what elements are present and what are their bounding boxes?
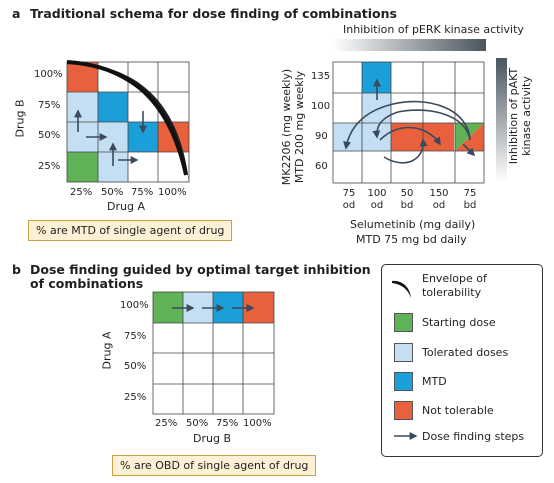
right-x-tick: 100 od xyxy=(367,188,387,211)
legend: Envelope of tolerability Starting dose To… xyxy=(381,264,543,457)
b-y-tick: 50% xyxy=(124,361,147,372)
right-y-axis-label: MK2206 (mg weekly) MTD 200 mg weekly xyxy=(280,68,306,186)
pakt-colorbar-label: Inhibition of pAKT kinase activity xyxy=(507,67,533,165)
legend-graphics xyxy=(392,280,418,440)
panel-a-letter: a xyxy=(12,6,21,21)
legend-mtd-swatch xyxy=(394,372,413,391)
right-x-tick: 75 bd xyxy=(463,188,477,211)
dose-finding-arrows-right xyxy=(343,78,476,164)
right-x-axis-label-line2: MTD 75 mg bd daily xyxy=(356,233,467,246)
right-x-tick: 75 od xyxy=(342,188,356,211)
b-y-tick: 25% xyxy=(124,392,147,403)
cell-mtd xyxy=(98,92,128,122)
panel-b-letter: b xyxy=(12,262,21,277)
b-x-tick: 100% xyxy=(243,418,272,429)
left-x-tick: 75% xyxy=(131,187,154,198)
right-x-axis-label-line1: Selumetinib (mg daily) xyxy=(350,218,476,231)
left-y-tick: 25% xyxy=(38,161,61,172)
legend-tolerated-label: Tolerated doses xyxy=(422,346,509,359)
dose-finding-arrows xyxy=(74,109,147,166)
right-y-tick: 90 xyxy=(315,131,328,142)
cell-starting xyxy=(67,152,98,182)
left-y-tick: 100% xyxy=(34,69,63,80)
b-x-tick: 50% xyxy=(186,418,209,429)
left-x-axis-label: Drug A xyxy=(107,200,145,213)
legend-starting-label: Starting dose xyxy=(422,316,496,329)
legend-steps-label: Dose finding steps xyxy=(422,430,525,443)
legend-not-tolerable-label: Not tolerable xyxy=(422,404,494,417)
cell-tolerated xyxy=(67,92,98,122)
panel-b-title-line1: Dose finding guided by optimal target in… xyxy=(30,262,371,277)
legend-tolerated-swatch xyxy=(394,343,413,362)
left-grid-note: % are MTD of single agent of drug xyxy=(28,220,233,241)
left-y-tick: 50% xyxy=(38,130,61,141)
b-grid xyxy=(152,291,275,415)
left-x-tick: 100% xyxy=(158,187,187,198)
perk-colorbar xyxy=(332,39,486,51)
right-y-tick: 135 xyxy=(311,71,331,82)
left-y-axis-label: Drug B xyxy=(13,99,27,138)
pakt-colorbar xyxy=(496,58,507,182)
perk-colorbar-label: Inhibition of pERK kinase activity xyxy=(343,23,524,36)
panel-b-title-line2: of combinations xyxy=(30,276,144,291)
b-x-tick: 25% xyxy=(155,418,178,429)
left-grid xyxy=(66,60,190,183)
right-y-tick: 100 xyxy=(311,101,331,112)
panel-a-title: Traditional schema for dose finding of c… xyxy=(30,6,397,21)
b-x-tick: 75% xyxy=(216,418,239,429)
left-x-tick: 50% xyxy=(101,187,124,198)
right-x-tick: 50 bd xyxy=(400,188,414,211)
b-y-tick: 75% xyxy=(124,331,147,342)
legend-not-tolerable-swatch xyxy=(394,401,413,420)
right-x-tick: 150 od xyxy=(429,188,449,211)
legend-mtd-label: MTD xyxy=(422,375,447,388)
b-grid-note: % are OBD of single agent of drug xyxy=(112,455,317,476)
left-y-tick: 75% xyxy=(38,100,61,111)
legend-starting-swatch xyxy=(394,313,413,332)
right-grid xyxy=(332,39,507,184)
b-y-axis-label: Drug A xyxy=(100,331,114,370)
b-x-axis-label: Drug B xyxy=(193,432,231,445)
left-x-tick: 25% xyxy=(70,187,93,198)
b-y-tick: 100% xyxy=(120,300,149,311)
right-y-tick: 60 xyxy=(315,161,328,172)
legend-envelope-label: Envelope of tolerability xyxy=(422,272,487,299)
